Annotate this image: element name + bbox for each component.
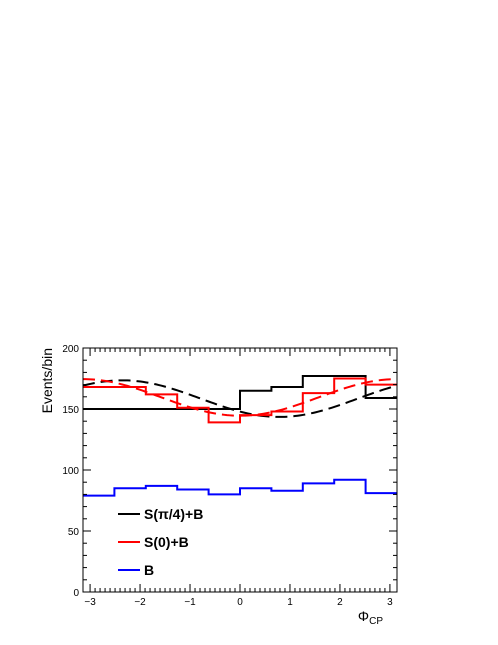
x-tick-label: 1 (287, 597, 293, 608)
plot-frame (82, 347, 398, 593)
series-layer (82, 375, 398, 497)
y-tick-label: 50 (68, 527, 80, 538)
fit-curve-spi4-b (82, 379, 398, 418)
y-axis-title: Events/bin (39, 348, 55, 413)
legend-label: S(π/4)+B (144, 506, 203, 522)
legend: S(π/4)+B S(0)+B B (118, 506, 203, 578)
x-tick-label: 2 (337, 597, 343, 608)
x-axis-title-subscript: CP (369, 616, 383, 627)
x-tick-label: −1 (184, 597, 196, 608)
x-tick-label: −3 (84, 597, 96, 608)
x-tick-label: −2 (134, 597, 146, 608)
legend-label: B (144, 562, 154, 578)
fit-curve-s0-b (82, 378, 398, 417)
y-tick-label: 0 (73, 588, 79, 599)
x-axis-title: ΦCP (358, 608, 383, 627)
x-tick-label: 0 (237, 597, 243, 608)
legend-label: S(0)+B (144, 534, 189, 550)
x-tick-label: 3 (387, 597, 393, 608)
histogram-b (83, 478, 397, 497)
y-axis: 0 50 100 150 200 (62, 344, 397, 599)
y-tick-label: 100 (62, 466, 79, 477)
x-axis-title-main: Φ (358, 608, 369, 624)
x-axis: −3 −2 −1 0 1 2 3 (84, 348, 393, 608)
y-tick-label: 200 (62, 344, 79, 355)
y-tick-label: 150 (62, 405, 79, 416)
histogram-spi4-b (83, 375, 397, 410)
